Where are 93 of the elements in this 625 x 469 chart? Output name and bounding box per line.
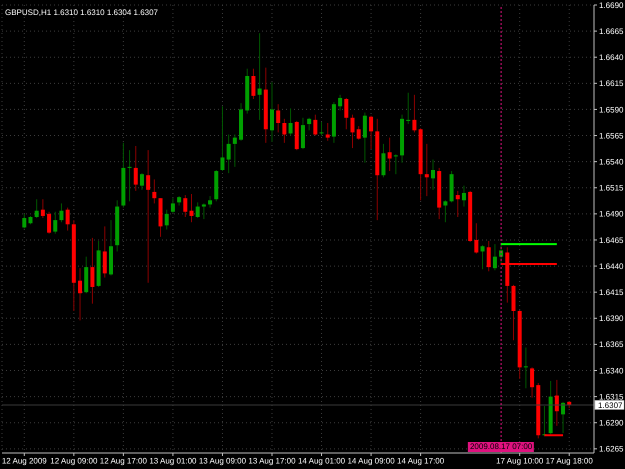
candlestick [47,211,52,234]
candlestick [554,379,559,426]
candlestick [164,209,169,230]
y-tick-label: 1.6340 [599,366,624,376]
x-tick-label: 13 Aug 09:00 [198,456,247,466]
x-tick-label: 12 Aug 09:00 [50,456,98,466]
candlestick [251,68,256,100]
candlestick [530,366,534,398]
y-tick-label: 1.6665 [599,26,624,36]
candlestick [183,194,188,218]
y-tick-label: 1.6690 [599,0,624,10]
y-tick-label: 1.6290 [599,418,624,428]
candlestick [486,240,491,272]
candlestick [344,97,348,130]
candlestick [462,185,466,208]
candlestick [170,198,175,214]
x-tick-label: 14 Aug 17:00 [397,456,445,466]
candlestick [326,122,330,142]
candlestick [59,202,64,223]
candlestick [208,196,212,208]
y-tick-label: 1.6265 [599,444,624,454]
candlestick [406,92,410,125]
candlestick [202,202,206,220]
y-tick-label: 1.6440 [599,262,624,271]
candlestick [177,196,182,206]
candlestick [146,150,150,284]
candlestick [152,178,156,204]
annotation: 2009.08.17 07:00 [468,442,534,452]
ref-line-label: 1.6307 [598,400,624,410]
candlestick [40,198,45,219]
candlestick [524,347,528,389]
x-tick-label: 13 Aug 17:00 [248,456,296,466]
candlestick [430,159,435,190]
candlestick [320,121,324,136]
candlestick [362,112,367,164]
candlestick [474,222,478,254]
candlestick [492,244,497,271]
candlestick [196,202,200,219]
candlestick [561,401,566,434]
y-tick-label: 1.6515 [599,184,624,193]
x-tick-label: 12 Aug 17:00 [100,456,148,466]
x-tick-label: 14 Aug 01:00 [298,456,346,466]
candlestick [270,82,274,142]
candlestick [456,190,460,218]
candlestick [282,118,286,144]
candlestick [128,150,132,202]
candlestick [394,154,398,175]
candlestick [232,134,237,168]
candlestick [412,94,416,133]
y-tick-label: 1.6415 [599,288,624,298]
y-tick-label: 1.6540 [599,157,624,166]
candlestick [78,268,82,321]
x-tick-label: 14 Aug 09:00 [347,456,396,466]
candlestick [90,237,94,304]
candlestick [22,213,26,229]
candlestick [388,137,392,172]
x-tick-label: 17 Aug 10:00 [496,456,544,466]
candlestick [66,207,70,232]
candlestick [424,143,429,197]
candlestick [258,32,262,120]
candlestick [480,244,485,270]
candlestick [288,108,293,136]
candlestick [53,211,58,234]
y-tick-label: 1.6590 [599,105,624,114]
candlestick [140,172,144,190]
y-tick-label: 1.6315 [599,392,624,402]
candlestick [276,104,280,133]
candlestick [220,106,224,172]
candlestick [369,115,374,150]
candlestick [300,117,305,150]
candlestick [350,114,354,149]
chart-title: GBPUSD,H1 1.6310 1.6310 1.6304 1.6307 [5,8,158,18]
candlestick [189,194,194,223]
y-tick-label: 1.6640 [599,53,624,62]
y-tick-label: 1.6615 [599,79,624,88]
candlestick [356,126,361,140]
y-tick-label: 1.6490 [599,210,624,219]
candlestick [134,145,138,192]
y-tick-label: 1.6390 [599,314,624,324]
candlestick [102,226,107,278]
x-tick-label: 12 Aug 2009 [2,456,48,466]
candlestick [226,134,231,174]
candlestick [307,117,312,131]
x-tick-label: 17 Aug 18:00 [546,456,594,466]
y-tick-label: 1.6365 [599,340,624,350]
candlestick [313,114,318,136]
y-tick-label: 1.6565 [599,131,624,140]
candlestick [34,198,39,219]
candlestick [443,200,448,223]
y-tick-label: 1.6465 [599,236,624,245]
candlestick [381,143,386,178]
x-tick-label: 13 Aug 01:00 [149,456,198,466]
candlestick [338,94,342,111]
